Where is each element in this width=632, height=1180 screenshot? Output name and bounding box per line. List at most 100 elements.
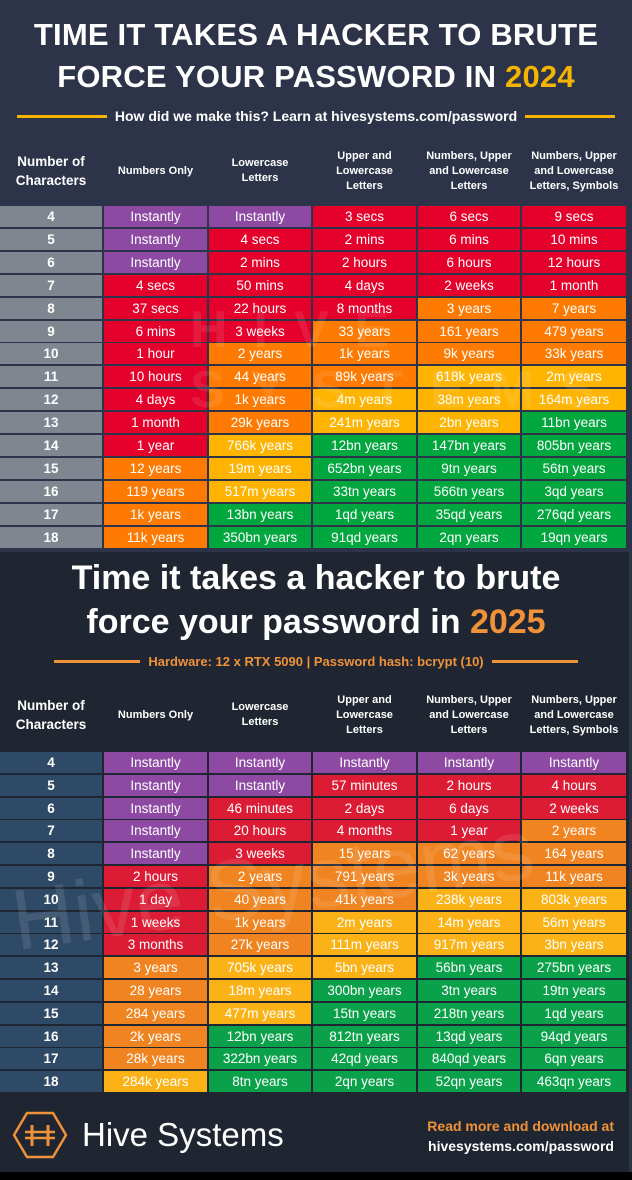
time-cell: 766k years [209, 435, 311, 456]
char-count-cell: 13 [0, 412, 102, 434]
time-cell: 28k years [104, 1048, 207, 1070]
title-2025-year: 2025 [469, 603, 546, 641]
time-cell: 10 mins [522, 228, 626, 250]
header-numbers-upper-lower-symbols: Numbers, Upper and Lowercase Letters, Symb… [522, 684, 626, 746]
time-cell: 44 years [209, 366, 311, 388]
char-count-cell: 7 [0, 820, 102, 842]
time-cell: 40 years [209, 888, 311, 910]
time-cell: Instantly [104, 820, 207, 842]
time-cell: 2m years [522, 366, 626, 388]
read-more-link[interactable]: hivesystems.com/password [428, 1138, 614, 1154]
header-numbers-upper-lower-text: Numbers, Upper and Lowercase Letters [426, 149, 512, 194]
header-line: Letters [241, 716, 279, 728]
time-cell: 3qd years [522, 480, 626, 502]
time-cell: 4 months [313, 820, 416, 842]
header-lowercase-letters-text: Lowercase Letters [232, 156, 289, 186]
char-count-cell: 5 [0, 228, 102, 250]
char-count-cell: 4 [0, 206, 102, 227]
header-upper-lowercase-text: Upper and Lowercase Letters [336, 149, 393, 194]
time-cell: 56bn years [418, 957, 520, 979]
title-2024-line2-text: FORCE YOUR PASSWORD IN [57, 59, 506, 94]
header-numbers-upper-lower-symbols-text: Numbers, Upper and Lowercase Letters, Symb… [530, 149, 619, 194]
header-numbers-only: Numbers Only [104, 140, 207, 202]
char-count-cell: 12 [0, 389, 102, 411]
header-line: Letters [241, 172, 279, 184]
table-row: 13 3 years 705k years 5bn years 56bn years 27… [0, 957, 632, 979]
table-row: 11 1 weeks 1k years 2m years 14m years 56m ye… [0, 911, 632, 933]
time-cell: 9 secs [522, 206, 626, 227]
time-cell: 28 years [104, 980, 207, 1001]
header-numbers-only-text: Numbers Only [118, 164, 193, 179]
time-cell: 1 year [418, 820, 520, 842]
time-cell: 917m years [418, 934, 520, 956]
header-line: Upper and [337, 149, 392, 162]
table-row: 8 Instantly 3 weeks 15 years 62 years 164 yea… [0, 843, 632, 865]
time-cell: 12 years [104, 457, 207, 479]
time-cell: 517m years [209, 480, 311, 502]
time-cell: 618k years [418, 366, 520, 388]
time-cell: 56m years [522, 911, 626, 933]
table-row: 11 10 hours 44 years 89k years 618k years 2m … [0, 366, 632, 388]
time-cell: 5bn years [313, 957, 416, 979]
subtitle-2024-text[interactable]: How did we make this? Learn at hivesyste… [114, 108, 518, 124]
time-cell: 164 years [522, 843, 626, 865]
time-cell: 33k years [522, 343, 626, 365]
time-cell: 3k years [418, 866, 520, 887]
time-cell: 3tn years [418, 980, 520, 1001]
time-cell: 10 hours [104, 366, 207, 388]
char-count-cell: 17 [0, 1048, 102, 1070]
time-cell: 147bn years [418, 435, 520, 456]
time-cell: 1 day [104, 888, 207, 910]
time-cell: 42qd years [313, 1048, 416, 1070]
time-cell: 9k years [418, 343, 520, 365]
subtitle-rule-left [54, 660, 141, 663]
time-cell: 119 years [104, 480, 207, 502]
char-count-cell: 11 [0, 911, 102, 933]
time-cell: Instantly [104, 843, 207, 865]
time-cell: 3 secs [313, 206, 416, 227]
char-count-cell: 8 [0, 843, 102, 865]
title-2025-line2: force your password in 2025 [0, 600, 632, 644]
table-row: 12 3 months 27k years 111m years 917m years 3… [0, 934, 632, 956]
time-cell: 1 weeks [104, 911, 207, 933]
time-cell: 8 months [313, 297, 416, 319]
time-cell: 1 month [522, 274, 626, 296]
char-count-cell: 12 [0, 934, 102, 956]
char-count-cell: 6 [0, 797, 102, 819]
header-numbers-upper-lower: Numbers, Upper and Lowercase Letters [418, 140, 520, 202]
time-cell: 791 years [313, 866, 416, 887]
time-cell: 2 hours [313, 251, 416, 273]
brand-name: Hive Systems [82, 1116, 284, 1153]
time-cell: 2bn years [418, 412, 520, 434]
time-cell: 13qd years [418, 1025, 520, 1047]
read-more[interactable]: Read more and download at hivesystems.co… [427, 1116, 614, 1156]
time-cell: 1k years [104, 503, 207, 525]
time-cell: 2 days [313, 797, 416, 819]
time-cell: 35qd years [418, 503, 520, 525]
header-numbers-only: Numbers Only [104, 684, 207, 746]
time-cell: 840qd years [418, 1048, 520, 1070]
header-line: and Lowercase [429, 708, 509, 721]
table-row: 4 Instantly Instantly Instantly Instantly Ins… [0, 752, 632, 773]
table-row: 10 1 day 40 years 41k years 238k years 803k y… [0, 888, 632, 910]
time-cell: 3 weeks [209, 320, 311, 342]
time-cell: 2 hours [418, 774, 520, 796]
table-row: 15 12 years 19m years 652bn years 9tn years 5… [0, 457, 632, 479]
table-row: 14 28 years 18m years 300bn years 3tn years 1… [0, 980, 632, 1001]
header-line: Letters [346, 179, 383, 192]
time-cell: Instantly [522, 752, 626, 773]
header-upper-lowercase: Upper and Lowercase Letters [313, 140, 416, 202]
subtitle-2025: Hardware: 12 x RTX 5090 | Password hash:… [0, 654, 632, 669]
char-count-cell: 4 [0, 752, 102, 773]
header-line: Numbers, Upper [531, 149, 617, 162]
time-cell: Instantly [104, 797, 207, 819]
time-cell: 652bn years [313, 457, 416, 479]
time-cell: 11k years [104, 526, 207, 548]
header-number-of-characters-text: Number of Characters [16, 696, 87, 734]
header-upper-lowercase-text: Upper and Lowercase Letters [336, 693, 393, 738]
time-cell: 812tn years [313, 1025, 416, 1047]
time-cell: 2 years [209, 866, 311, 887]
time-cell: 3 years [418, 297, 520, 319]
